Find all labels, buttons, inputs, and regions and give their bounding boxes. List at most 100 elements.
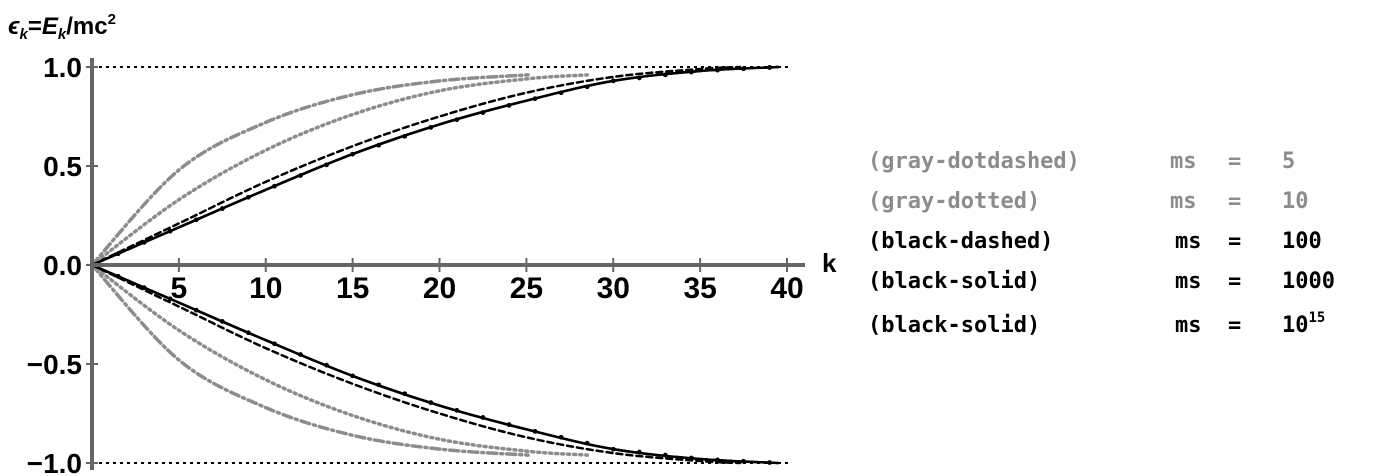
legend-value-0: 5 [1282,149,1295,174]
data-point [324,162,329,168]
data-point [584,440,590,446]
data-point [220,319,225,324]
x-tick-label-40: 40 [770,272,803,305]
data-point [454,408,460,413]
y-label-sup-2: 2 [108,11,116,28]
legend-value-1: 10 [1282,189,1309,214]
data-point [689,455,694,461]
series-black-solid-upper-4 [90,65,780,267]
legend-eq-4: = [1228,313,1241,338]
y-tick-label-0: 1.0 [43,52,82,83]
legend-style-3: (black-solid) [868,269,1040,294]
data-point [663,72,668,78]
legend-style-0: (gray-dotdashed) [868,149,1080,174]
legend-eq-1: = [1228,189,1241,214]
data-point [167,228,173,234]
data-point [350,151,355,157]
y-tick-label-1: 0.5 [43,151,82,182]
data-point [454,117,460,122]
legend-value-sup-4: 15 [1309,310,1326,326]
x-tick-label-5: 5 [171,272,188,305]
x-tick-label-25: 25 [510,272,543,305]
data-point [298,173,303,178]
data-point [428,400,434,405]
data-point [246,194,251,200]
data-point [532,96,538,101]
data-point [193,217,199,223]
y-tick-label-4: −1.0 [27,448,82,476]
legend-value-2: 100 [1282,229,1322,254]
data-point [637,75,642,81]
data-point [506,422,512,427]
x-tick-label-30: 30 [597,272,630,305]
y-tick-label-3: −0.5 [27,349,82,380]
data-point [480,415,486,420]
x-axis-label: k [822,248,837,278]
legend-value-4: 1015 [1282,310,1325,338]
data-point [663,452,668,458]
y-label-sub-k: k [20,26,29,43]
series-black-dashed-upper-2 [90,65,742,267]
legend-style-4: (black-solid) [868,313,1040,338]
curves-group [89,65,780,465]
series-gray-dotdashed-lower-0 [90,263,530,457]
data-point [167,296,173,302]
legend-style-2: (black-dashed) [868,229,1053,254]
data-point [741,66,746,72]
data-point [428,125,434,130]
y-axis-label: ϵk=Ek/mc2 [8,11,116,43]
data-point [715,457,720,463]
data-point [637,449,642,455]
legend-ms-1: ms [1170,189,1197,214]
y-label-equals: = [28,13,42,40]
data-point [141,285,147,290]
x-tick-label-10: 10 [249,272,282,305]
series-black-solid-lower-4 [90,263,780,465]
x-tick-label-15: 15 [336,272,369,305]
legend-eq-2: = [1228,229,1241,254]
data-point [141,240,147,245]
data-point [402,134,408,139]
y-label-E: E [42,13,59,40]
data-point [767,65,772,70]
data-point [610,446,616,452]
series-gray-dotted-upper-1 [90,73,589,267]
data-point [558,90,564,96]
data-point [246,330,251,336]
legend-eq-0: = [1228,149,1241,174]
series-black-solid-upper-3 [90,65,780,267]
series-gray-dotted-lower-1 [90,263,589,457]
data-point [376,142,381,148]
data-point [272,341,277,347]
x-ticks-group: 5 10 15 20 25 30 35 40 [171,258,804,305]
data-point [584,84,590,90]
data-point [532,429,538,434]
x-tick-label-20: 20 [423,272,456,305]
legend-ms-4: ms [1175,313,1202,338]
x-tick-label-35: 35 [683,272,716,305]
y-label-epsilon: ϵ [8,13,20,40]
y-tick-label-2: 0.0 [43,250,82,281]
data-point [715,67,720,73]
data-point [298,352,303,357]
data-point [506,103,512,108]
data-point [220,206,225,211]
data-point [767,460,772,465]
legend-ms-0: ms [1170,149,1197,174]
data-point [741,458,746,464]
y-label-sub-k2: k [58,26,67,43]
legend-eq-3: = [1228,269,1241,294]
data-point [689,69,694,75]
data-point [402,391,408,397]
legend-ms-3: ms [1175,269,1202,294]
series-black-dashed-lower-2 [90,263,742,465]
data-point [610,78,616,84]
y-label-mc: /mc [66,13,107,40]
data-point [115,273,121,279]
legend-value-3: 1000 [1282,269,1335,294]
legend: (gray-dotdashed) ms = 5 (gray-dotted) ms = 10 (b… [868,149,1335,338]
data-point [193,307,199,313]
data-point [558,434,564,440]
data-point [272,183,277,189]
